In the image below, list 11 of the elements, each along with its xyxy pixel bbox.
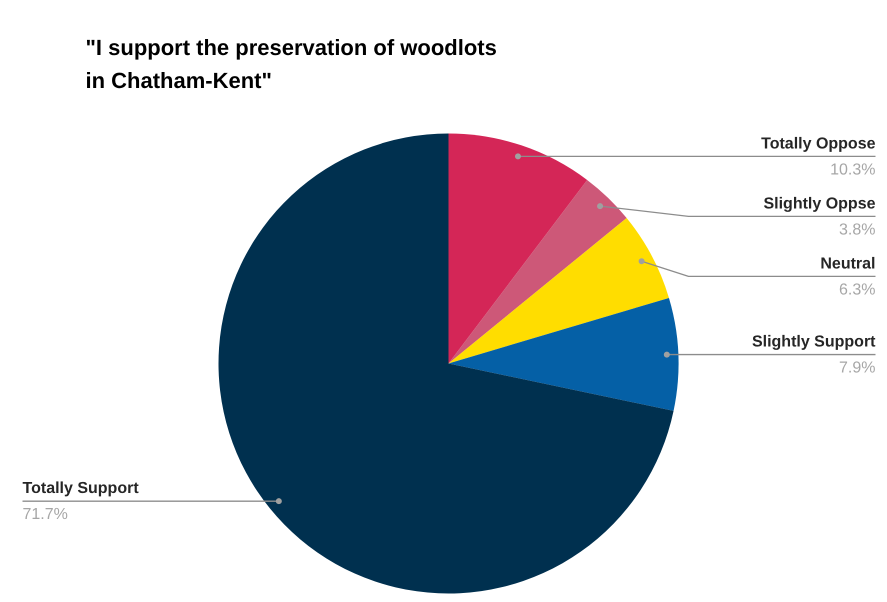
data-label: 71.7%	[22, 506, 68, 524]
slice-label: Totally Support	[22, 480, 140, 498]
data-label: 6.3%	[839, 281, 876, 298]
slice-label: Totally Oppose	[761, 135, 876, 152]
chart-title: "I support the preservation of woodlots in Chatham-Kent"	[86, 35, 497, 93]
data-label: 3.8%	[839, 221, 876, 238]
slice-label: Slightly Support	[752, 334, 876, 351]
data-label: 7.9%	[839, 360, 876, 377]
slice-label: Neutral	[820, 255, 876, 272]
data-label: 10.3%	[830, 161, 876, 178]
slice-label: Slightly Oppse	[763, 195, 876, 212]
